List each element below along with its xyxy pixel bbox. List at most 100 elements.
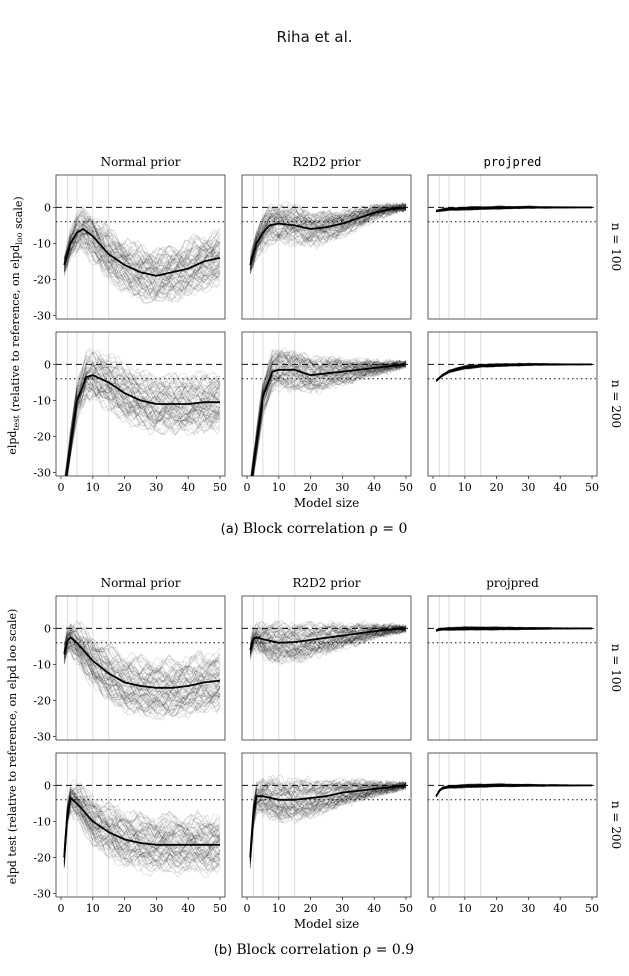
panel-border	[427, 174, 598, 320]
replication-line	[63, 649, 221, 720]
replication-line	[63, 641, 221, 711]
replication-line	[63, 785, 221, 851]
x-tick-label: 10	[86, 902, 100, 915]
panel-r2d2-prior-n-200: 0 10 20 30 40 50	[241, 752, 413, 915]
replication-line	[249, 624, 407, 648]
replication-line	[249, 621, 407, 656]
replication-line	[63, 626, 221, 672]
figure-caption: (b) Block correlation ρ = 0.9	[214, 942, 414, 958]
replication-line	[65, 379, 221, 476]
replication-line	[249, 625, 407, 654]
replication-line	[249, 207, 407, 260]
replication-line	[63, 803, 221, 879]
x-tick-label: 40	[553, 902, 567, 915]
replication-line	[66, 378, 221, 476]
replication-line	[63, 801, 221, 875]
replication-line	[249, 204, 407, 275]
panel-normal-prior-n-100: 0 -10 -20 -30	[33, 174, 226, 322]
replication-line	[63, 217, 221, 271]
replication-line	[249, 624, 407, 656]
x-tick-label: 20	[304, 481, 318, 494]
y-tick-label: -10	[33, 394, 51, 407]
replication-line	[249, 627, 407, 663]
replication-line	[252, 363, 407, 476]
panel-projpred-n-100	[427, 174, 598, 320]
replication-line	[63, 216, 221, 277]
mean-line	[249, 206, 407, 266]
replication-line	[63, 623, 221, 685]
replication-line	[63, 635, 221, 702]
replication-line	[249, 621, 406, 649]
replication-line	[63, 797, 221, 864]
replication-line	[63, 239, 221, 296]
x-tick-label: 0	[244, 481, 251, 494]
replication-line	[63, 220, 221, 277]
replication-line	[64, 645, 221, 707]
replication-line	[63, 631, 221, 696]
replication-line	[250, 360, 407, 476]
replication-line	[249, 774, 407, 852]
replication-line	[252, 364, 407, 476]
replication-line	[64, 347, 221, 476]
panel-border	[241, 752, 412, 898]
replication-line	[249, 784, 407, 865]
replication-line	[251, 352, 407, 476]
replication-line	[66, 393, 221, 476]
replication-line	[63, 214, 221, 273]
replication-line	[249, 622, 407, 656]
replication-line	[66, 378, 221, 476]
replication-line	[249, 202, 407, 270]
x-tick-label: 10	[86, 481, 100, 494]
replication-line	[249, 625, 406, 657]
replication-line	[63, 803, 220, 871]
replication-line	[249, 784, 407, 858]
replication-line	[251, 362, 407, 476]
replication-line	[249, 627, 407, 664]
replication-line	[250, 626, 407, 658]
replication-line	[251, 351, 407, 476]
replication-line	[249, 783, 407, 869]
panel-border	[55, 595, 226, 741]
x-tick-label: 20	[118, 902, 132, 915]
replication-line	[66, 372, 221, 476]
replication-line	[63, 244, 221, 302]
replication-line	[65, 377, 221, 476]
replication-line	[251, 349, 407, 476]
replication-line	[63, 636, 221, 717]
replication-line	[63, 794, 221, 864]
x-tick-label: 50	[585, 481, 599, 494]
replication-line	[249, 205, 407, 267]
replication-line	[249, 782, 407, 860]
replication-line	[249, 622, 407, 653]
replication-line	[249, 625, 407, 661]
replication-line	[253, 362, 407, 476]
replication-line	[63, 642, 221, 711]
mean-line	[251, 363, 407, 476]
replication-line	[249, 779, 407, 850]
replication-line	[249, 202, 407, 263]
replication-line	[63, 240, 221, 301]
mean-line	[435, 627, 592, 632]
replication-line	[250, 353, 407, 476]
replication-line	[249, 626, 407, 656]
replication-line	[65, 384, 221, 476]
replication-line	[63, 223, 221, 288]
replication-line	[63, 787, 221, 849]
replication-line	[63, 782, 220, 862]
replication-line	[63, 795, 221, 866]
replication-line	[63, 229, 221, 295]
replication-line	[250, 350, 407, 476]
replication-line	[249, 209, 407, 273]
replication-line	[249, 621, 407, 645]
column-header-projpred: projpred	[486, 576, 539, 590]
replication-line	[249, 627, 407, 654]
replication-line	[63, 796, 221, 851]
replication-line	[63, 795, 221, 854]
replication-line	[249, 782, 407, 863]
replication-line	[63, 234, 221, 290]
y-tick-label: 0	[44, 201, 51, 214]
replication-line	[249, 627, 407, 655]
replication-line	[63, 635, 221, 688]
replication-line	[65, 377, 221, 476]
replication-line	[249, 783, 407, 857]
